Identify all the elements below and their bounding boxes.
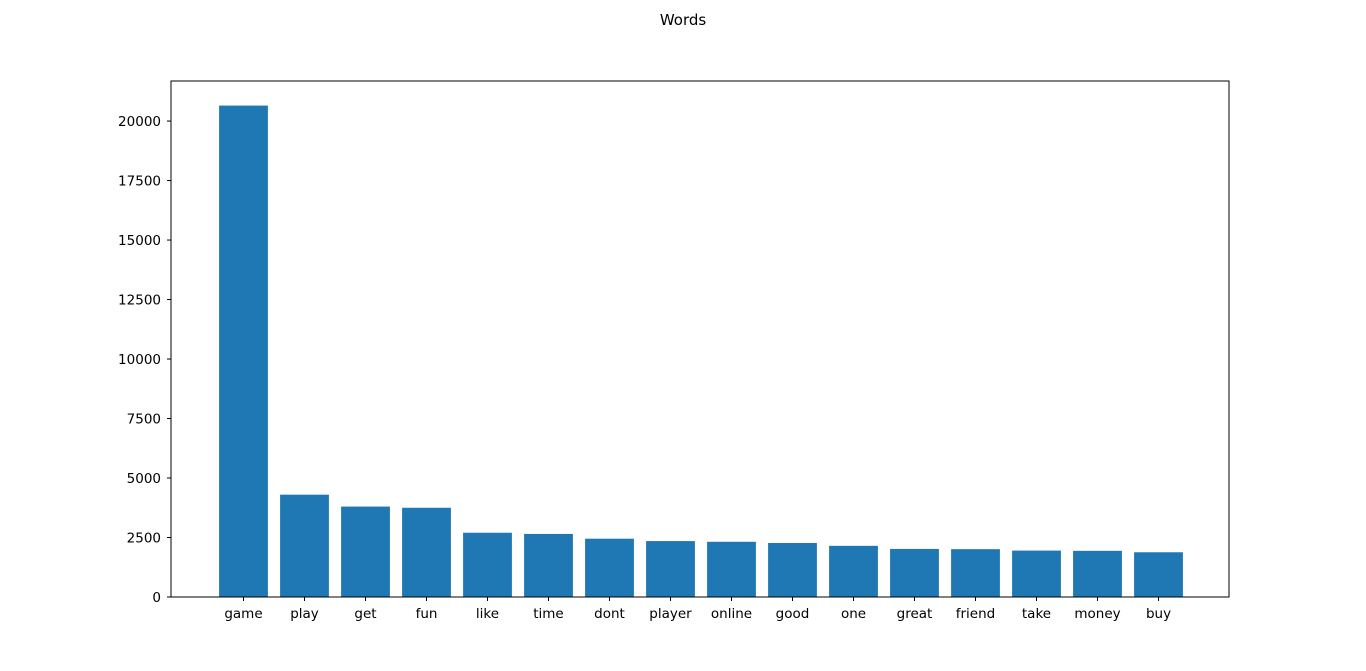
bar-good: [768, 542, 817, 597]
bar-money: [1073, 550, 1122, 597]
bar-one: [829, 545, 878, 597]
x-tick-label: dont: [594, 606, 625, 622]
y-tick-label: 12500: [118, 293, 161, 309]
bar-friend: [951, 549, 1000, 597]
x-tick-label: time: [533, 606, 564, 622]
bar-online: [707, 541, 756, 597]
plot-frame: [170, 80, 1230, 598]
bar-great: [890, 548, 939, 597]
bar-buy: [1134, 552, 1183, 597]
x-tick-label: good: [776, 606, 810, 622]
x-tick-label: buy: [1146, 606, 1171, 622]
y-tick-label: 7500: [127, 412, 161, 428]
x-tick-label: great: [897, 606, 933, 622]
y-tick-label: 10000: [118, 352, 161, 368]
bars-group: [219, 105, 1183, 597]
x-tick-label: player: [649, 606, 692, 622]
bar-dont: [585, 538, 634, 597]
bar-play: [280, 494, 329, 597]
x-tick-label: online: [711, 606, 752, 622]
y-tick-label: 0: [152, 590, 161, 606]
x-tick-label: game: [224, 606, 262, 622]
bar-player: [646, 541, 695, 597]
x-tick-label: friend: [956, 606, 996, 622]
bar-get: [341, 506, 390, 597]
x-tick-label: play: [290, 606, 319, 622]
x-tick-label: get: [354, 606, 376, 622]
y-tick-label: 17500: [118, 174, 161, 190]
x-tick-label: take: [1022, 606, 1051, 622]
y-tick-label: 2500: [127, 531, 161, 547]
y-tick-label: 20000: [118, 114, 161, 130]
x-axis: game play get fun like time dont player online go…: [224, 597, 1171, 622]
x-tick-label: money: [1074, 606, 1120, 622]
y-tick-label: 15000: [118, 233, 161, 249]
bar-time: [524, 533, 573, 597]
bar-game: [219, 105, 268, 597]
x-tick-label: fun: [416, 606, 438, 622]
bar-fun: [402, 507, 451, 597]
x-tick-label: like: [476, 606, 499, 622]
chart-title: Words: [660, 11, 707, 29]
bar-take: [1012, 550, 1061, 597]
y-axis: 0 2500 5000 7500 10000 12500 15000 17500 20000: [118, 114, 171, 606]
x-tick-label: one: [841, 606, 866, 622]
y-tick-label: 5000: [127, 471, 161, 487]
bar-like: [463, 532, 512, 597]
